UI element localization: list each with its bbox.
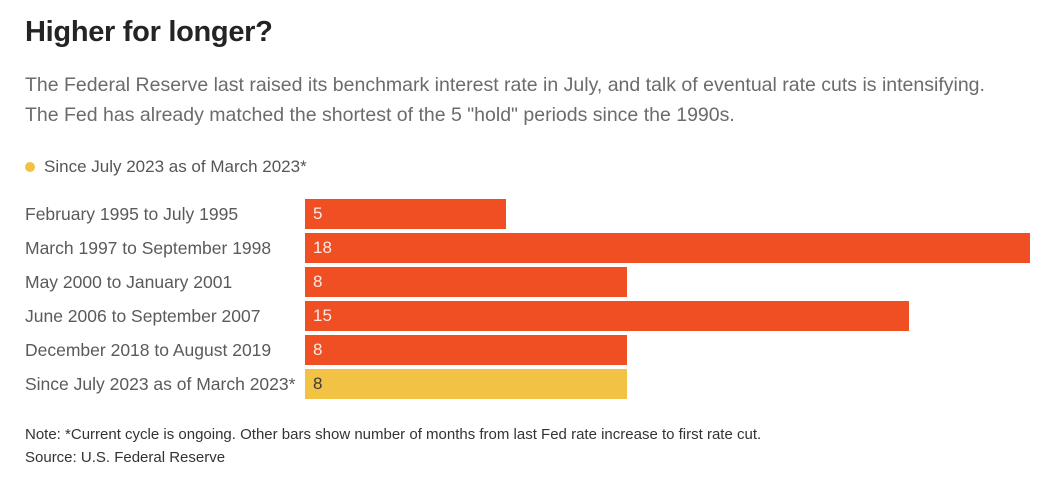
- chart-footer: Note: *Current cycle is ongoing. Other b…: [25, 423, 1030, 469]
- chart-subtitle: The Federal Reserve last raised its benc…: [25, 70, 1030, 130]
- bar-value-label: 8: [313, 374, 323, 393]
- chart-legend: Since July 2023 as of March 2023*: [25, 157, 1030, 177]
- bar: 8: [305, 369, 628, 399]
- legend-label: Since July 2023 as of March 2023*: [44, 157, 307, 176]
- bar: 15: [305, 301, 910, 331]
- category-label: March 1997 to September 1998: [25, 238, 272, 258]
- source-line: Source: U.S. Federal Reserve: [25, 449, 226, 466]
- bar-value-label: 8: [313, 272, 323, 291]
- category-label: December 2018 to August 2019: [25, 340, 272, 360]
- category-label: June 2006 to September 2007: [25, 306, 261, 326]
- chart-row: June 2006 to September 2007 15: [25, 301, 1030, 331]
- bar-value-label: 5: [313, 204, 323, 223]
- chart-row: May 2000 to January 2001 8: [25, 267, 1030, 297]
- bar-value-label: 15: [313, 306, 332, 325]
- chart-row: December 2018 to August 2019 8: [25, 335, 1030, 365]
- bar: 8: [305, 267, 628, 297]
- bar-value-label: 8: [313, 340, 323, 359]
- category-label: Since July 2023 as of March 2023*: [25, 374, 296, 394]
- bar-chart: February 1995 to July 1995 5 March 1997 to…: [25, 199, 1030, 399]
- subtitle-line-2: The Fed has already matched the shortest…: [25, 104, 735, 126]
- category-label: February 1995 to July 1995: [25, 204, 239, 224]
- bar-track: 18: [305, 233, 1030, 263]
- chart-row: Since July 2023 as of March 2023* 8: [25, 369, 1030, 399]
- category-label: May 2000 to January 2001: [25, 272, 233, 292]
- bar-track: 8: [305, 335, 1030, 365]
- subtitle-line-1: The Federal Reserve last raised its benc…: [25, 74, 985, 96]
- bar: 8: [305, 335, 628, 365]
- bar-track: 8: [305, 267, 1030, 297]
- bar-track: 15: [305, 301, 1030, 331]
- legend-dot-icon: [25, 162, 35, 172]
- bar-track: 8: [305, 369, 1030, 399]
- bar: 18: [305, 233, 1030, 263]
- chart-row: March 1997 to September 1998 18: [25, 233, 1030, 263]
- footnote: Note: *Current cycle is ongoing. Other b…: [25, 426, 762, 443]
- bar: 5: [305, 199, 507, 229]
- bar-value-label: 18: [313, 238, 332, 257]
- chart-row: February 1995 to July 1995 5: [25, 199, 1030, 229]
- page-title: Higher for longer?: [25, 16, 273, 48]
- bar-track: 5: [305, 199, 1030, 229]
